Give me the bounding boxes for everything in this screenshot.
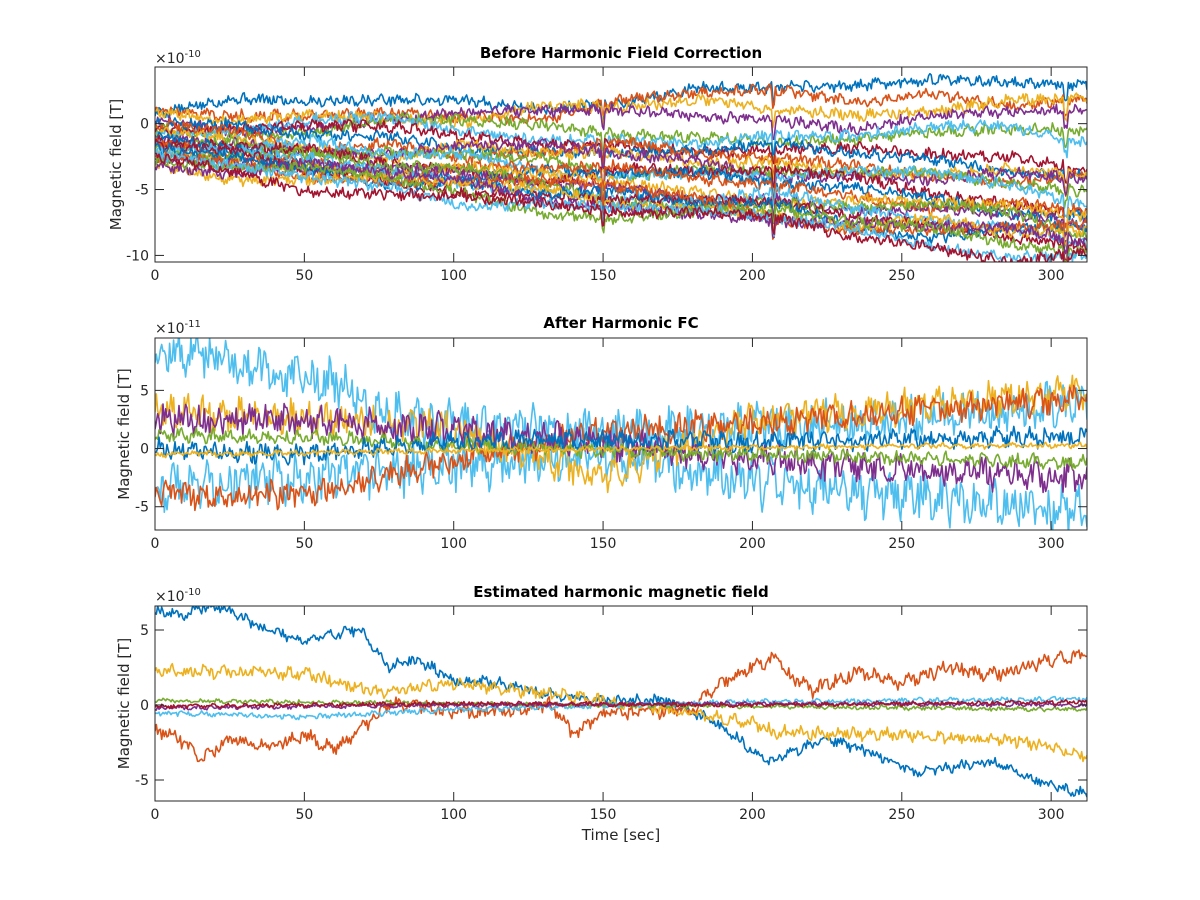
subplot-1-lines — [155, 72, 1087, 262]
subplot-1-exponent-power: -10 — [185, 49, 201, 60]
x-tick-label: 300 — [1038, 268, 1065, 284]
subplot-3-exponent-base: ×10 — [155, 589, 185, 605]
subplot-2-axes-box — [154, 337, 1088, 531]
y-tick-label: 0 — [140, 698, 149, 714]
series-line — [155, 83, 1087, 125]
series-line — [155, 649, 1087, 763]
series-line — [155, 131, 1087, 235]
x-tick-label: 100 — [440, 268, 467, 284]
subplot-3-axes-box — [154, 605, 1088, 802]
x-tick-label: 150 — [590, 268, 617, 284]
x-tick-label: 200 — [739, 807, 766, 823]
subplot-2-x-ticks: 0 50 100 150 200 250 300 — [151, 338, 1065, 552]
series-line — [155, 402, 1087, 494]
subplot-1-exponent-base: ×10 — [155, 51, 185, 67]
x-tick-label: 250 — [888, 807, 915, 823]
x-tick-label: 50 — [295, 268, 313, 284]
subplot-1-y-ticks: -10 -5 0 — [126, 117, 1087, 264]
series-line — [155, 155, 1087, 262]
subplot-3-lines — [155, 606, 1087, 798]
series-line — [155, 697, 1087, 713]
y-tick-label: -5 — [135, 183, 149, 199]
subplot-2-exponent: ×10-11 — [155, 319, 201, 337]
subplot-3-y-label: Magnetic field [T] — [115, 638, 133, 769]
y-tick-label: -5 — [135, 773, 149, 789]
subplot-3-title: Estimated harmonic magnetic field — [473, 583, 769, 601]
y-tick-label: 5 — [140, 623, 149, 639]
series-line — [155, 160, 1087, 246]
series-line — [155, 72, 1087, 125]
y-tick-label: -5 — [135, 500, 149, 516]
subplot-3: 0 50 100 150 200 250 300 -5 0 5 Estimated harmon… — [115, 583, 1088, 844]
x-tick-label: 50 — [295, 536, 313, 552]
subplot-2-exponent-power: -11 — [185, 319, 201, 330]
x-tick-label: 300 — [1038, 807, 1065, 823]
series-line — [155, 149, 1087, 262]
series-line — [155, 425, 1087, 466]
x-tick-label: 0 — [151, 268, 160, 284]
subplot-2-lines — [155, 338, 1087, 530]
x-tick-label: 0 — [151, 536, 160, 552]
y-tick-label: -10 — [126, 248, 149, 264]
subplot-1-axes-box — [154, 66, 1088, 263]
subplot-3-exponent: ×10-10 — [155, 587, 201, 605]
x-tick-label: 200 — [739, 536, 766, 552]
series-line — [155, 426, 1087, 470]
series-line — [155, 152, 1087, 262]
subplot-2-y-label: Magnetic field [T] — [115, 368, 133, 499]
x-tick-label: 100 — [440, 536, 467, 552]
y-tick-label: 0 — [140, 442, 149, 458]
subplot-2-title: After Harmonic FC — [543, 314, 698, 332]
x-tick-label: 300 — [1038, 536, 1065, 552]
subplot-2: 0 50 100 150 200 250 300 -5 0 5 After Harmonic F… — [115, 314, 1088, 552]
x-tick-label: 150 — [590, 536, 617, 552]
x-tick-label: 0 — [151, 807, 160, 823]
subplot-3-y-ticks: -5 0 5 — [135, 623, 1087, 789]
x-tick-label: 200 — [739, 268, 766, 284]
x-tick-label: 50 — [295, 807, 313, 823]
subplot-1-title: Before Harmonic Field Correction — [480, 44, 762, 62]
y-tick-label: 0 — [140, 117, 149, 133]
subplot-1: 0 50 100 150 200 250 300 -10 -5 0 Before Harmoni… — [107, 44, 1088, 284]
series-line — [155, 662, 1087, 763]
subplot-1-exponent: ×10-10 — [155, 49, 201, 67]
series-line — [155, 441, 1087, 459]
subplot-2-exponent-base: ×10 — [155, 321, 185, 337]
x-tick-label: 150 — [590, 807, 617, 823]
subplot-2-y-ticks: -5 0 5 — [135, 383, 1087, 516]
subplot-3-exponent-power: -10 — [185, 587, 201, 598]
subplot-1-x-ticks: 0 50 100 150 200 250 300 — [151, 67, 1065, 284]
subplot-1-y-label: Magnetic field [T] — [107, 99, 125, 230]
series-line — [155, 384, 1087, 512]
x-tick-label: 100 — [440, 807, 467, 823]
series-line — [155, 143, 1087, 258]
subplot-3-x-label: Time [sec] — [581, 826, 660, 844]
subplot-3-x-ticks: 0 50 100 150 200 250 300 — [151, 606, 1065, 823]
series-line — [155, 699, 1087, 710]
x-tick-label: 250 — [888, 536, 915, 552]
y-tick-label: 5 — [140, 383, 149, 399]
series-line — [155, 118, 1087, 184]
x-tick-label: 250 — [888, 268, 915, 284]
